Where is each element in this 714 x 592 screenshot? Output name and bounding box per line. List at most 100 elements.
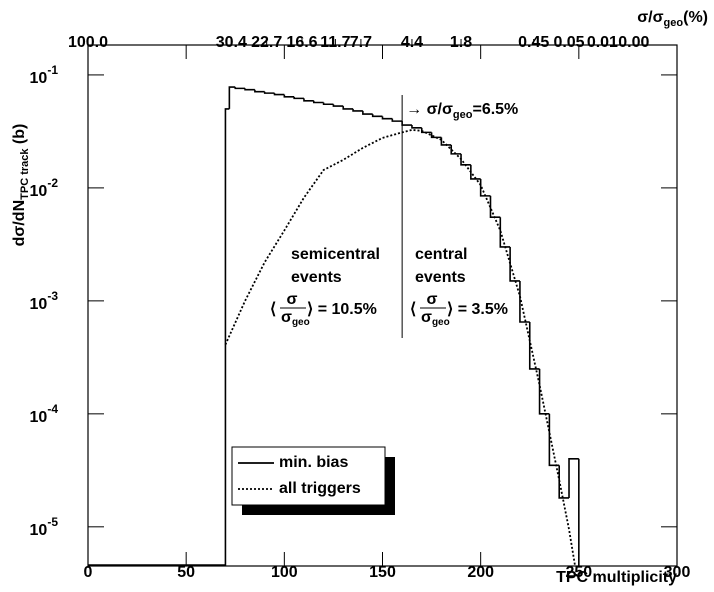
mean-denominator-sub: geo: [292, 317, 310, 328]
histogram-bin: [322, 102, 334, 106]
top-tick-label: 7.7: [350, 34, 372, 51]
histogram-bin: [420, 127, 432, 134]
histogram-bin: [460, 153, 471, 166]
mean-denominator-main: σ: [421, 309, 432, 326]
histogram-bin: [224, 108, 230, 566]
annotation-semicentral: semicentral: [291, 246, 380, 263]
histogram-bin: [303, 98, 314, 102]
histogram-bin: [509, 246, 520, 282]
y-tick-exponent: -2: [47, 176, 58, 190]
histogram-bin: [362, 110, 373, 115]
top-axis-title: σ/σgeo(%): [637, 9, 708, 29]
top-tick-label: 11.7: [320, 34, 350, 51]
annotation-arrow-main: → σ/σ: [406, 101, 453, 118]
top-tick-label: 1.8: [450, 34, 472, 51]
top-tick-label: 0.00: [618, 34, 649, 51]
legend-label: all triggers: [279, 480, 361, 497]
histogram-bin: [254, 89, 265, 93]
y-tick-exponent: -4: [47, 402, 58, 416]
histogram-bin: [263, 91, 275, 94]
histogram-bin: [228, 86, 236, 109]
y-tick-exponent: -3: [47, 289, 58, 303]
histogram-bin: [283, 94, 295, 98]
histogram-bin: [391, 118, 403, 122]
mean-left: ⟨: [270, 301, 276, 318]
annotation-central: events: [415, 269, 466, 286]
top-tick-label: 16.6: [286, 34, 317, 51]
histogram-bin: [381, 116, 393, 120]
histogram-bin: [293, 96, 304, 100]
histogram-bin: [489, 195, 501, 219]
x-axis-title: TPC multiplicity: [556, 569, 677, 586]
histogram-bin: [273, 93, 285, 96]
top-axis-title-rest: (%): [683, 9, 708, 26]
x-tick-label: 150: [369, 564, 396, 581]
annotation-central: central: [415, 246, 467, 263]
y-tick-exponent: -5: [47, 515, 58, 529]
mean-denominator-main: σ: [281, 309, 292, 326]
x-tick-label: 0: [84, 564, 93, 581]
mean-denominator-sub: geo: [432, 317, 450, 328]
top-tick-label: 30.4: [216, 34, 247, 51]
legend-label: min. bias: [279, 454, 348, 471]
histogram-bin: [450, 144, 462, 155]
top-tick-label: 0.01: [587, 34, 618, 51]
histogram-bin: [352, 108, 363, 112]
top-tick-label: 100.0: [68, 34, 108, 51]
top-axis-title-main: σ/σ: [637, 9, 663, 26]
y-tick-label: 10-5: [30, 515, 59, 539]
y-tick-base: 10: [30, 70, 48, 87]
legend-box: [231, 446, 386, 506]
mean-right: ⟩ = 3.5%: [447, 301, 508, 318]
mean-left: ⟨: [410, 301, 416, 318]
y-tick-label: 10-3: [30, 289, 59, 313]
top-tick-label: 0.05: [553, 34, 584, 51]
y-tick-label: 10-4: [30, 402, 59, 426]
x-tick-label: 200: [467, 564, 494, 581]
histogram-bin: [342, 106, 354, 110]
x-tick-label: 50: [177, 564, 195, 581]
annotation-semicentral: events: [291, 269, 342, 286]
histogram-bin: [411, 125, 422, 129]
y-axis-title-rest: (b): [11, 124, 28, 149]
histogram-bin: [568, 458, 579, 498]
histogram-bin: [499, 217, 511, 248]
top-tick-label: 22.7: [251, 34, 282, 51]
annotation-arrow-rest: =6.5%: [472, 101, 518, 118]
plot-area: [88, 86, 580, 566]
mean-denominator: σgeo: [281, 309, 310, 327]
y-tick-base: 10: [30, 296, 48, 313]
histogram-bin: [430, 132, 442, 139]
y-tick-base: 10: [30, 409, 48, 426]
curve: [224, 129, 576, 566]
histogram-bin: [244, 88, 255, 91]
top-tick-label: 0.45: [518, 34, 549, 51]
histogram-bin: [234, 87, 246, 90]
y-axis-title: dσ/dNTPC track (b): [11, 124, 31, 247]
y-tick-base: 10: [30, 183, 48, 200]
mean-right: ⟩ = 10.5%: [307, 301, 377, 318]
y-axis-title-main: dσ/dN: [11, 200, 28, 247]
histogram-bin: [371, 114, 383, 118]
top-tick-label: 4.4: [401, 34, 423, 51]
mean-numerator: σ: [427, 291, 438, 308]
top-axis-title-sub: geo: [664, 17, 684, 29]
x-tick-label: 100: [271, 564, 298, 581]
histogram-bin: [519, 280, 530, 323]
y-tick-base: 10: [30, 522, 48, 539]
y-tick-exponent: -1: [47, 63, 58, 77]
histogram-bin: [470, 164, 481, 180]
y-tick-label: 10-2: [30, 176, 59, 200]
annotation-arrow: → σ/σgeo=6.5%: [406, 101, 518, 121]
histogram-bin: [528, 322, 540, 370]
x-tick-label: 300: [664, 564, 691, 581]
y-axis-title-sub: TPC track: [19, 148, 31, 200]
y-tick-label: 10-1: [30, 63, 59, 87]
histogram-bin: [332, 104, 344, 107]
mean-denominator: σgeo: [421, 309, 450, 327]
x-tick-label: 250: [565, 564, 592, 581]
mean-numerator: σ: [287, 291, 298, 308]
histogram-bin: [312, 100, 324, 104]
annotation-arrow-sub: geo: [453, 109, 473, 121]
